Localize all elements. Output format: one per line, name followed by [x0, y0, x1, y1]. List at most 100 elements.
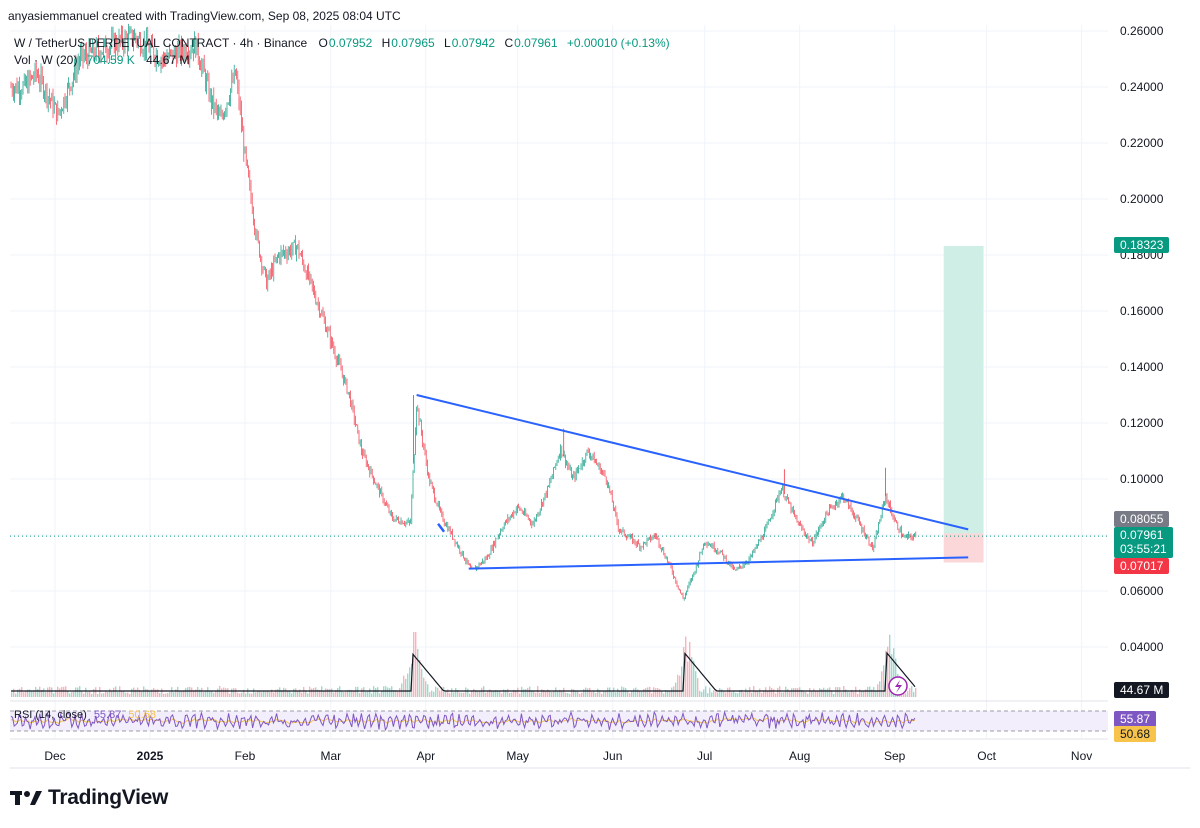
volume-bar [427, 684, 429, 697]
volume-bar [123, 691, 125, 697]
volume-bar [849, 692, 851, 697]
y-tick-label: 0.14000 [1120, 360, 1164, 374]
volume-bar [321, 686, 323, 697]
volume-bar [161, 688, 163, 697]
volume-bar [293, 688, 295, 697]
target-zone[interactable] [943, 245, 984, 534]
volume-bar [747, 691, 749, 697]
volume-bar [309, 686, 311, 697]
volume-bar [109, 688, 111, 697]
volume-bar [199, 689, 201, 697]
volume-bar [765, 687, 767, 697]
volume-bar [625, 687, 627, 697]
volume-bar [319, 689, 321, 697]
volume-bar [853, 691, 855, 697]
volume-bar [861, 691, 863, 697]
volume-bar [627, 691, 629, 697]
volume-bar [183, 690, 185, 697]
volume-bar [283, 687, 285, 697]
volume-bars [11, 632, 917, 697]
volume-bar [337, 688, 339, 697]
volume-bar [857, 693, 859, 697]
x-tick-label: Jul [697, 749, 712, 763]
volume-bar [195, 689, 197, 697]
volume-bar [375, 688, 377, 697]
volume-bar [889, 634, 891, 697]
lightning-icon[interactable] [888, 676, 908, 696]
volume-bar [755, 690, 757, 697]
volume-bar [839, 687, 841, 697]
volume-bar [393, 689, 395, 697]
volume-bar [781, 692, 783, 697]
volume-bar [333, 692, 335, 697]
tradingview-logo[interactable]: TradingView [10, 786, 168, 810]
volume-bar [159, 693, 161, 697]
rsi-ma-badge: 50.68 [1114, 726, 1157, 742]
trendline[interactable] [416, 394, 969, 531]
volume-bar [261, 692, 263, 697]
volume-bar [585, 687, 587, 697]
volume-bar [605, 691, 607, 697]
volume-bar [51, 687, 53, 697]
volume-bar [673, 686, 675, 697]
volume-bar [491, 690, 493, 697]
volume-bar [31, 691, 33, 697]
volume-bar [33, 690, 35, 697]
volume-bar [19, 688, 21, 697]
symbol-legend[interactable]: W / TetherUS PERPETUAL CONTRACT · 4h · B… [14, 36, 676, 50]
x-tick-label: Dec [44, 749, 65, 763]
volume-bar [619, 691, 621, 697]
volume-bar [243, 689, 245, 697]
volume-bar [731, 692, 733, 697]
volume-bar [883, 665, 885, 697]
volume-bar [211, 691, 213, 697]
triangle-trendlines[interactable] [416, 394, 969, 570]
volume-bar [459, 692, 461, 697]
volume-bar [749, 687, 751, 697]
volume-bar [369, 688, 371, 697]
volume-bar [739, 690, 741, 697]
volume-bar [691, 657, 693, 697]
volume-bar [549, 691, 551, 697]
trendline[interactable] [468, 556, 969, 570]
volume-bar [859, 689, 861, 697]
volume-bar [257, 691, 259, 697]
volume-bar [531, 690, 533, 697]
volume-bar [415, 632, 417, 697]
high-value: 0.07965 [391, 36, 435, 50]
volume-bar [735, 692, 737, 697]
target-price-badge: 0.18323 [1114, 237, 1170, 253]
volume-bar [913, 691, 915, 697]
long-position-tool[interactable] [10, 245, 1108, 563]
volume-bar [759, 688, 761, 697]
volume-bar [13, 688, 15, 697]
volume-legend[interactable]: Vol · W (20) 704.59 K 44.67 M [14, 53, 189, 67]
rsi-legend[interactable]: RSI (14, close) 55.87 50.68 [14, 709, 156, 721]
volume-bar [323, 690, 325, 697]
volume-bar [289, 691, 291, 697]
volume-bar [809, 687, 811, 697]
volume-bar [91, 693, 93, 697]
volume-bar [235, 688, 237, 697]
volume-bar [475, 690, 477, 697]
volume-bar [845, 689, 847, 697]
volume-bar [817, 690, 819, 697]
x-tick-label: Jun [603, 749, 622, 763]
volume-bar [829, 687, 831, 697]
volume-bar [271, 689, 273, 697]
volume-bar [431, 690, 433, 697]
volume-bar [865, 689, 867, 697]
volume-bar [601, 693, 603, 697]
volume-bar [847, 692, 849, 697]
volume-bar [355, 686, 357, 697]
volume-bar [27, 689, 29, 697]
volume-bar [461, 692, 463, 697]
volume-bar [105, 691, 107, 697]
volume-bar [127, 692, 129, 697]
volume-bar [791, 688, 793, 697]
volume-bar [497, 690, 499, 697]
bar-countdown: 03:55:21 [1120, 542, 1167, 556]
volume-bar [277, 689, 279, 697]
volume-bar [687, 661, 689, 697]
